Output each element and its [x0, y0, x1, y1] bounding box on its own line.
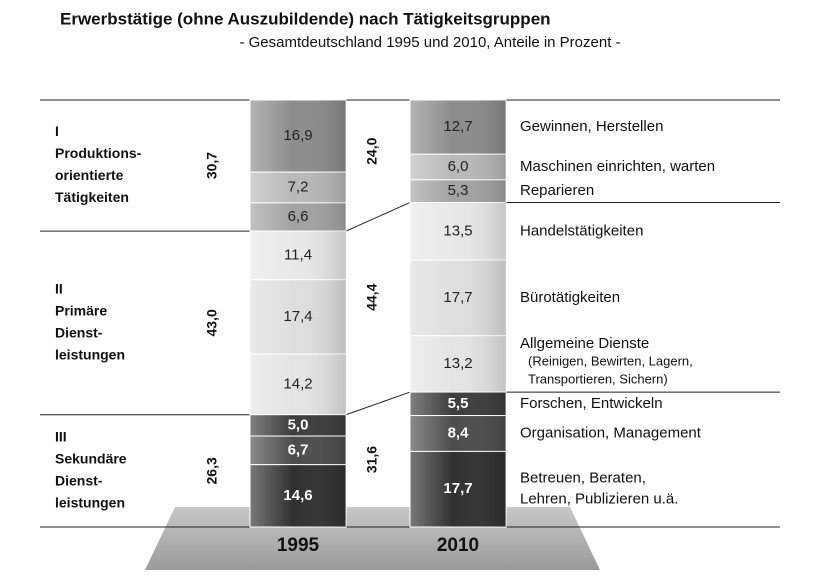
legend-label: Organisation, Management [520, 424, 702, 441]
group-label: orientierte [55, 167, 124, 183]
bar-shine [410, 100, 506, 155]
value-label: 14,2 [283, 375, 312, 392]
group-label: Sekundäre [55, 451, 127, 467]
legend-label: Forschen, Entwickeln [520, 395, 663, 412]
bar-shine [410, 451, 506, 527]
value-label: 13,5 [443, 222, 472, 239]
bar-shine [250, 354, 346, 415]
value-label: 17,4 [283, 308, 312, 325]
group-label: I [55, 123, 59, 139]
legend-label: Bürotätigkeiten [520, 289, 620, 306]
group-label: Produktions- [55, 145, 142, 161]
value-label: 11,4 [284, 246, 312, 263]
group-total: 26,3 [204, 457, 220, 484]
chart-title: Erwerbstätige (ohne Auszubildende) nach … [60, 9, 551, 28]
group-label: Primäre [55, 303, 107, 319]
legend-label: Lehren, Publizieren u.ä. [520, 491, 678, 508]
group-label: Tätigkeiten [55, 189, 129, 205]
group-separator [40, 391, 780, 416]
group-total: 24,0 [364, 137, 380, 164]
bar-shine [250, 464, 346, 527]
group-total: 44,4 [364, 283, 380, 310]
value-label: 5,3 [448, 182, 469, 199]
x-tick-label: 2010 [437, 535, 479, 556]
bar-shine [250, 202, 346, 232]
value-label: 16,9 [283, 127, 312, 144]
group-label: leistungen [55, 347, 125, 363]
value-label: 14,6 [283, 487, 312, 504]
value-label: 5,5 [448, 395, 469, 412]
bar-shine [410, 260, 506, 336]
bar-shine [410, 415, 506, 452]
legend-label: Transportieren, Sichern) [528, 371, 668, 386]
group-label: II [55, 281, 63, 297]
group-total: 43,0 [204, 309, 220, 336]
bar-shine [250, 436, 346, 465]
legend-label: Allgemeine Dienste [520, 335, 649, 352]
group-total: 31,6 [364, 446, 380, 473]
group-label: leistungen [55, 495, 125, 511]
value-label: 13,2 [443, 355, 472, 372]
value-label: 8,4 [448, 424, 470, 441]
bar-shine [250, 100, 346, 173]
group-label: Dienst- [55, 325, 103, 341]
bar-shine [250, 279, 346, 355]
bar-shine [250, 414, 346, 437]
value-label: 5,0 [288, 416, 309, 433]
value-label: 6,7 [288, 441, 309, 458]
group-total: 30,7 [204, 152, 220, 179]
legend-label: Reparieren [520, 182, 594, 199]
bar-shine [250, 231, 346, 280]
bar-shine [410, 202, 506, 261]
bar-shine [250, 172, 346, 203]
x-tick-label: 1995 [277, 535, 320, 556]
legend-label: Betreuen, Beraten, [520, 470, 646, 487]
group-label: III [55, 429, 67, 445]
group-label: Dienst- [55, 473, 103, 489]
bar-shine [410, 335, 506, 393]
legend-label: Handelstätigkeiten [520, 222, 643, 239]
legend-label: Gewinnen, Herstellen [520, 118, 663, 135]
value-label: 6,0 [448, 158, 469, 175]
bar-shine [410, 392, 506, 416]
value-label: 17,7 [443, 480, 472, 497]
group-separator [40, 201, 780, 232]
bar-shine [410, 154, 506, 180]
legend-label: (Reinigen, Bewirten, Lagern, [528, 353, 693, 368]
bar-shine [410, 179, 506, 203]
legend-label: Maschinen einrichten, warten [520, 158, 715, 175]
value-label: 12,7 [443, 118, 472, 135]
value-label: 17,7 [443, 289, 472, 306]
chart-subtitle: - Gesamtdeutschland 1995 und 2010, Antei… [239, 34, 620, 51]
pedestal [145, 507, 600, 570]
value-label: 6,6 [288, 208, 309, 225]
value-label: 7,2 [288, 179, 309, 196]
